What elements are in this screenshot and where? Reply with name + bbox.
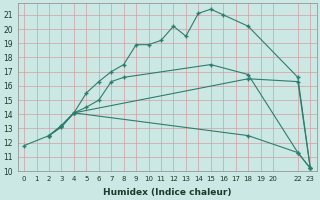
X-axis label: Humidex (Indice chaleur): Humidex (Indice chaleur) bbox=[103, 188, 231, 197]
